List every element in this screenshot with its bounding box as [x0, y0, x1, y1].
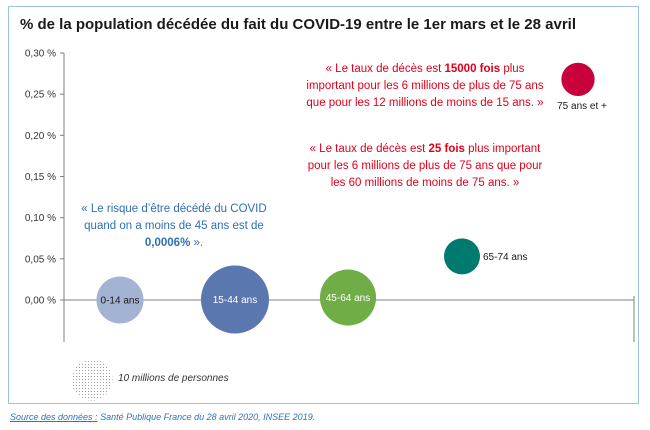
- bubble-0-14-ans: [96, 276, 144, 324]
- y-tick-label: 0,10 %: [25, 213, 56, 224]
- size-legend-label: 10 millions de personnes: [118, 373, 229, 384]
- annotation-risque-45: « Le risque d’être décédé du COVID quand…: [81, 203, 267, 249]
- y-tick-label: 0,20 %: [25, 131, 56, 142]
- bubble-label: 45-64 ans: [326, 293, 370, 304]
- bubble-15-44-ans: [201, 265, 269, 334]
- bubble-65-74-ans: [444, 238, 480, 275]
- bubble-label: 0-14 ans: [101, 296, 140, 307]
- y-tick-label: 0,25 %: [25, 90, 56, 101]
- bubble-45-64-ans: [319, 269, 377, 326]
- chart-title: % de la population décédée du fait du CO…: [20, 16, 577, 33]
- y-tick-label: 0,00 %: [25, 296, 56, 307]
- source-label: Source des données :: [10, 412, 98, 422]
- bubble-label: 15-44 ans: [213, 295, 257, 306]
- y-tick-label: 0,15 %: [25, 172, 56, 183]
- annotation-15000: « Le taux de décès est 15000 fois plus i…: [306, 63, 544, 109]
- source-note: Source des données : Santé Publique Fran…: [10, 412, 315, 422]
- size-legend-bubble: [71, 359, 113, 401]
- y-tick-label: 0,05 %: [25, 254, 56, 265]
- bubble-label: 65-74 ans: [483, 252, 527, 263]
- y-tick-label: 0,30 %: [25, 49, 56, 60]
- source-text: Santé Publique France du 28 avril 2020, …: [97, 412, 316, 422]
- bubble-label: 75 ans et +: [557, 101, 607, 112]
- annotation-25: « Le taux de décès est 25 fois plus impo…: [307, 143, 543, 189]
- bubble-75-ans-et-: [561, 62, 595, 97]
- chart-frame: [8, 6, 639, 404]
